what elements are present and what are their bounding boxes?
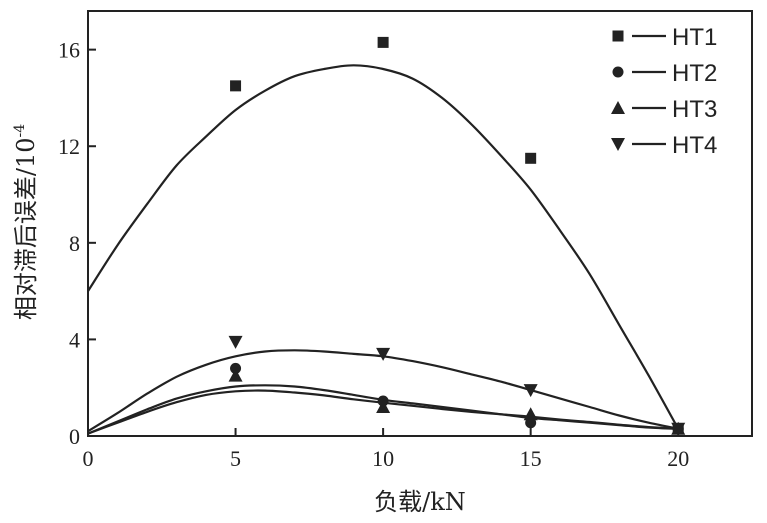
y-axis-title-text: 相对滞后误差/10-4 (12, 124, 40, 320)
legend-label-ht4: HT4 (672, 132, 717, 159)
y-tick-label: 12 (58, 134, 80, 159)
data-point-ht4 (523, 384, 538, 398)
legend-marker-ht2 (612, 66, 624, 78)
legend: HT1 HT2 HT3 HT4 (611, 24, 717, 159)
plot-frame (87, 10, 753, 437)
y-tick-label: 4 (69, 327, 80, 352)
x-axis: 0 5 10 15 20 (83, 428, 689, 471)
data-markers (228, 36, 686, 436)
y-axis: 0 4 8 12 16 (58, 38, 96, 449)
y-tick-label: 8 (69, 231, 80, 256)
x-tick-label: 0 (83, 446, 94, 471)
series-line-ht4 (87, 349, 679, 433)
y-tick-label: 0 (69, 424, 80, 449)
data-point-ht4 (228, 335, 243, 349)
x-tick-label: 15 (520, 446, 542, 471)
data-point-ht3 (523, 407, 538, 421)
x-tick-label: 10 (372, 446, 394, 471)
legend-marker-ht3 (611, 101, 625, 114)
data-point-ht3 (376, 400, 391, 414)
legend-label-ht1: HT1 (672, 24, 717, 51)
fit-curves (87, 64, 680, 435)
data-point-ht3 (228, 368, 243, 382)
legend-marker-ht4 (611, 138, 625, 151)
legend-label-ht3: HT3 (672, 96, 717, 123)
y-axis-title-exponent: -4 (12, 124, 28, 138)
y-axis-title-main: 相对滞后误差/10 (12, 138, 40, 321)
y-tick-label: 16 (58, 38, 80, 63)
data-point-ht4 (671, 422, 686, 436)
y-axis-title: 相对滞后误差/10-4 (12, 124, 40, 320)
data-point-ht1 (230, 80, 242, 92)
legend-label-ht2: HT2 (672, 60, 717, 87)
x-axis-title: 负载/kN (374, 488, 466, 516)
x-tick-label: 5 (230, 446, 241, 471)
data-point-ht4 (376, 347, 391, 361)
x-tick-label: 20 (667, 446, 689, 471)
data-point-ht1 (525, 152, 537, 164)
legend-marker-ht1 (612, 30, 624, 42)
data-point-ht1 (377, 36, 389, 48)
data-point-ht2 (230, 362, 242, 374)
series-line-ht1 (87, 64, 680, 430)
